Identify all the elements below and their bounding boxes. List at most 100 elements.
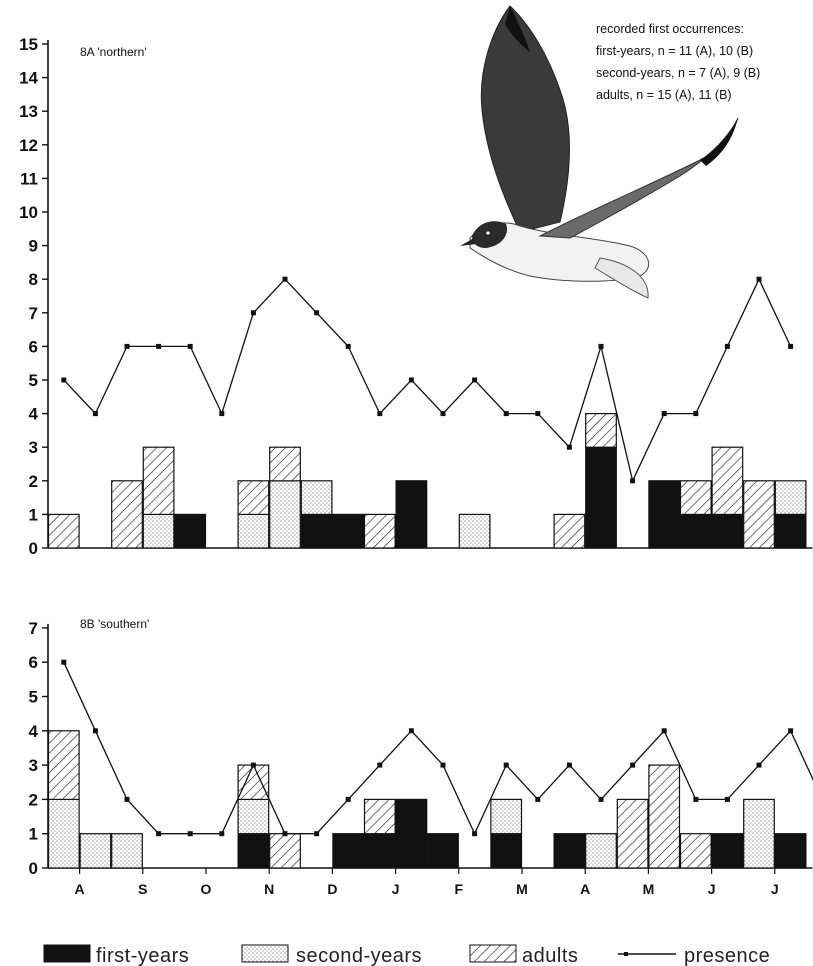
panel-northern-presence-line [61, 276, 794, 484]
presence-point [440, 762, 446, 768]
bar-segment-adults [47, 730, 80, 800]
presence-point [693, 411, 699, 417]
gull-icon [460, 5, 739, 299]
annotation-line: recorded first occurrences: [596, 22, 744, 36]
panel-southern-presence-line [61, 659, 813, 837]
y-tick-label: 1 [29, 825, 38, 844]
y-tick-label: 0 [29, 859, 38, 878]
legend-label: adults [522, 945, 578, 966]
month-label: S [138, 881, 147, 897]
presence-point [535, 411, 541, 417]
bar-segment-adults [237, 764, 270, 800]
month-label: F [455, 881, 464, 897]
y-tick-label: 7 [29, 304, 38, 323]
bar-segment-first-years [553, 833, 586, 869]
presence-point [408, 728, 414, 734]
month-label: O [201, 881, 212, 897]
presence-point [788, 728, 794, 734]
presence-point [598, 796, 604, 802]
presence-point [661, 411, 667, 417]
bar-segment-second-years [458, 513, 491, 549]
panel-southern-bars [47, 730, 807, 869]
y-tick-label: 10 [19, 203, 38, 222]
presence-point [377, 762, 383, 768]
y-tick-label: 8 [29, 270, 38, 289]
month-label: M [643, 881, 655, 897]
bar-segment-adults [237, 480, 270, 515]
bar-segment-first-years [332, 833, 365, 869]
bar-segment-adults [111, 480, 143, 549]
month-label: J [708, 881, 716, 897]
y-tick-label: 11 [20, 169, 38, 188]
bar-segment-first-years [711, 513, 744, 549]
presence-point [503, 411, 509, 417]
month-label: M [516, 881, 528, 897]
presence-point [440, 411, 446, 417]
bar-segment-adults [553, 513, 586, 549]
y-tick-label: 12 [19, 136, 38, 155]
presence-point [345, 343, 351, 349]
legend-item-first-years: first-years [43, 944, 189, 966]
month-label: N [264, 881, 274, 897]
bar-segment-second-years [269, 480, 301, 549]
presence-point [630, 762, 636, 768]
y-tick-label: 4 [29, 722, 39, 741]
presence-point [377, 411, 383, 417]
y-tick-label: 1 [29, 505, 38, 524]
annotation-line: second-years, n = 7 (A), 9 (B) [596, 66, 760, 80]
bar-segment-second-years [490, 798, 523, 835]
month-label: J [392, 881, 400, 897]
bar-segment-second-years [774, 480, 807, 515]
y-tick-label: 4 [29, 405, 39, 424]
y-tick-label: 6 [29, 337, 38, 356]
bar-segment-adults [585, 413, 617, 448]
presence-point [472, 831, 478, 837]
annotation-line: adults, n = 15 (A), 11 (B) [596, 88, 732, 102]
legend-swatch-second-years [241, 944, 289, 963]
bar-segment-first-years [490, 833, 523, 869]
bar-segment-adults [363, 798, 396, 835]
month-label: J [771, 881, 779, 897]
y-tick-label: 3 [29, 438, 38, 457]
y-tick-label: 13 [19, 102, 38, 121]
presence-line [63, 661, 813, 836]
presence-point [61, 659, 67, 665]
bar-segment-second-years [237, 513, 270, 549]
bar-segment-second-years [237, 798, 270, 835]
occurrence-annotation: recorded first occurrences: first-years,… [596, 22, 760, 102]
y-tick-label: 14 [19, 69, 38, 88]
legend-item-presence: presence [618, 945, 770, 966]
bar-segment-first-years [427, 833, 459, 869]
bar-segment-first-years [774, 833, 807, 869]
presence-point [282, 276, 288, 282]
presence-point [566, 444, 572, 450]
month-label: A [75, 881, 85, 897]
presence-point [187, 831, 193, 837]
presence-point [282, 831, 288, 837]
panel-northern-title: 8A 'northern' [80, 45, 147, 59]
presence-point [598, 343, 604, 349]
y-tick-label: 5 [29, 688, 38, 707]
presence-point [724, 343, 730, 349]
annotation-line: first-years, n = 11 (A), 10 (B) [596, 44, 753, 58]
bar-segment-second-years [142, 513, 175, 549]
presence-point [756, 762, 762, 768]
legend-item-second-years: second-years [241, 944, 422, 966]
presence-point [124, 343, 130, 349]
y-tick-label: 15 [19, 35, 38, 54]
presence-point [472, 377, 478, 383]
panel-southern: 0 1 2 3 4 5 6 7 8B 'southern' A S O N D J F M A M J J [29, 617, 813, 897]
bar-segment-second-years [79, 833, 112, 869]
presence-point [219, 411, 225, 417]
bar-segment-first-years [237, 833, 270, 869]
panel-northern-bars [47, 413, 807, 549]
presence-point [724, 796, 730, 802]
legend-label: presence [684, 945, 770, 966]
bar-segment-first-years [332, 513, 365, 549]
presence-point [535, 796, 541, 802]
presence-point [92, 411, 98, 417]
month-label: D [327, 881, 337, 897]
y-tick-label: 7 [29, 619, 38, 638]
y-tick-label: 2 [29, 472, 38, 491]
